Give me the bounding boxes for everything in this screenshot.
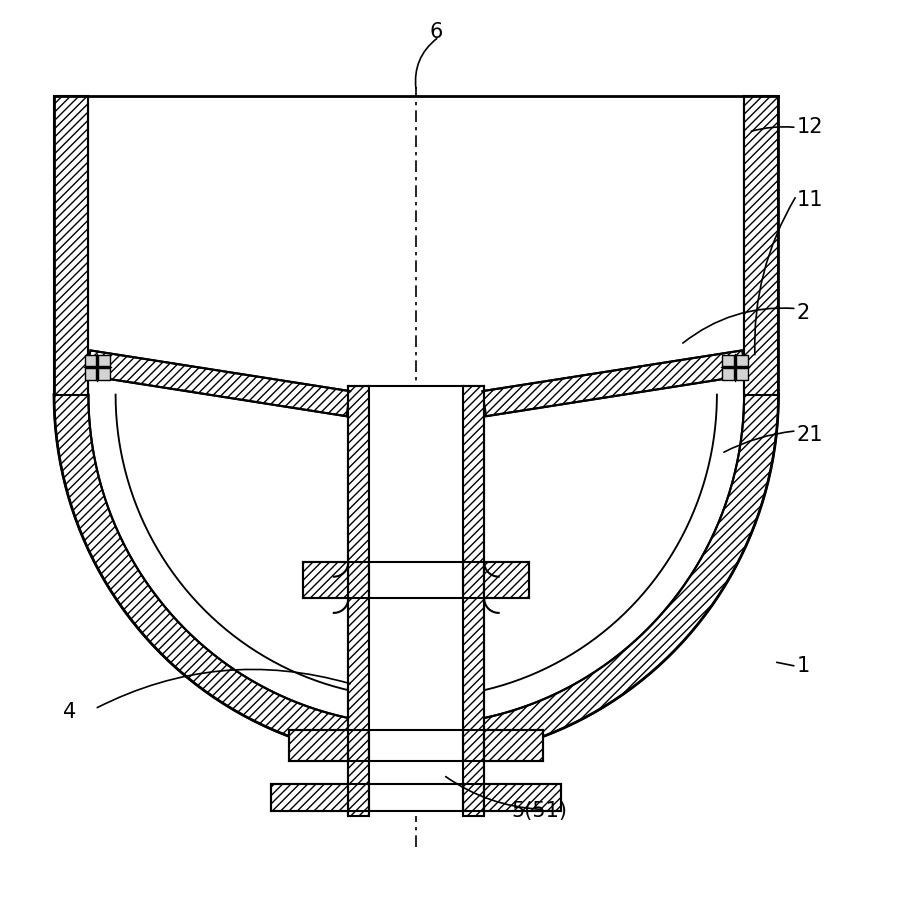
Bar (99, 355, 111, 366)
Polygon shape (484, 730, 543, 761)
Text: 6: 6 (430, 23, 443, 43)
Polygon shape (271, 784, 348, 811)
Text: 21: 21 (797, 425, 824, 445)
Polygon shape (348, 386, 369, 815)
Text: 11: 11 (797, 190, 824, 210)
Polygon shape (54, 395, 779, 759)
Polygon shape (303, 562, 348, 599)
Bar (722, 368, 734, 380)
Text: 4: 4 (63, 702, 76, 722)
Bar (84, 368, 97, 380)
Polygon shape (744, 96, 779, 395)
Bar (84, 355, 97, 366)
Polygon shape (87, 350, 350, 416)
Polygon shape (484, 562, 529, 599)
Polygon shape (369, 386, 463, 815)
Polygon shape (290, 730, 348, 761)
Text: 2: 2 (797, 303, 810, 323)
Polygon shape (89, 96, 744, 726)
Polygon shape (54, 96, 89, 395)
Bar (736, 368, 748, 380)
Text: 5(51): 5(51) (511, 801, 568, 821)
Text: 12: 12 (797, 118, 824, 138)
Polygon shape (369, 784, 463, 811)
Polygon shape (463, 386, 484, 815)
Bar (99, 368, 111, 380)
Text: 1: 1 (797, 657, 810, 677)
Polygon shape (483, 350, 746, 416)
Bar (722, 355, 734, 366)
Polygon shape (484, 784, 561, 811)
Polygon shape (369, 562, 463, 599)
Bar (736, 355, 748, 366)
Polygon shape (369, 730, 463, 761)
